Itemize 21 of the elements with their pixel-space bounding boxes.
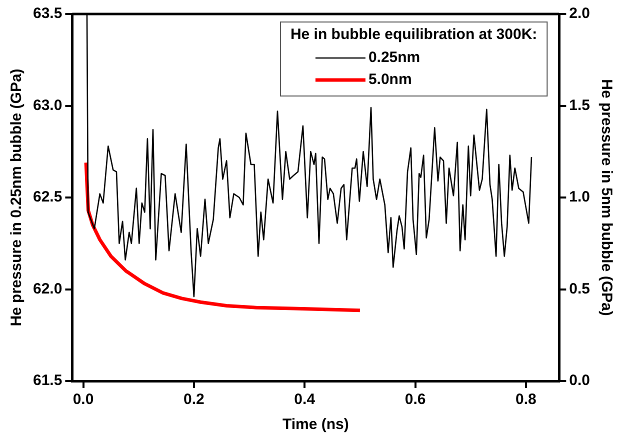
y2-tick-label: 0.5	[569, 280, 590, 298]
legend-label: 5.0nm	[368, 71, 412, 88]
y-tick-label: 63.5	[32, 5, 62, 22]
y2-axis-title: He pressure in 5nm bubble (GPa)	[598, 79, 615, 316]
y2-tick-label: 1.0	[569, 188, 590, 206]
y-tick-label: 62.5	[32, 188, 62, 206]
y2-tick-label: 0.0	[569, 372, 590, 390]
legend-title: He in bubble equilibration at 300K:	[290, 26, 538, 44]
y2-tick-label: 2.0	[569, 5, 590, 22]
y-tick-label: 61.5	[32, 372, 62, 390]
x-tick-label: 0.6	[404, 391, 426, 408]
x-tick-label: 0.4	[294, 391, 316, 408]
x-tick-label: 0.0	[72, 391, 94, 408]
legend-label: 0.25nm	[368, 49, 420, 66]
x-axis-title: Time (ns)	[282, 416, 349, 434]
y-tick-label: 63.0	[32, 96, 62, 114]
x-tick-label: 0.2	[184, 391, 204, 408]
y-tick-label: 62.0	[32, 280, 62, 298]
y-axis-title: He pressure in 0.25nm bubble (GPa)	[8, 68, 26, 326]
x-tick-label: 0.8	[516, 391, 536, 408]
y2-tick-label: 1.5	[569, 96, 590, 114]
